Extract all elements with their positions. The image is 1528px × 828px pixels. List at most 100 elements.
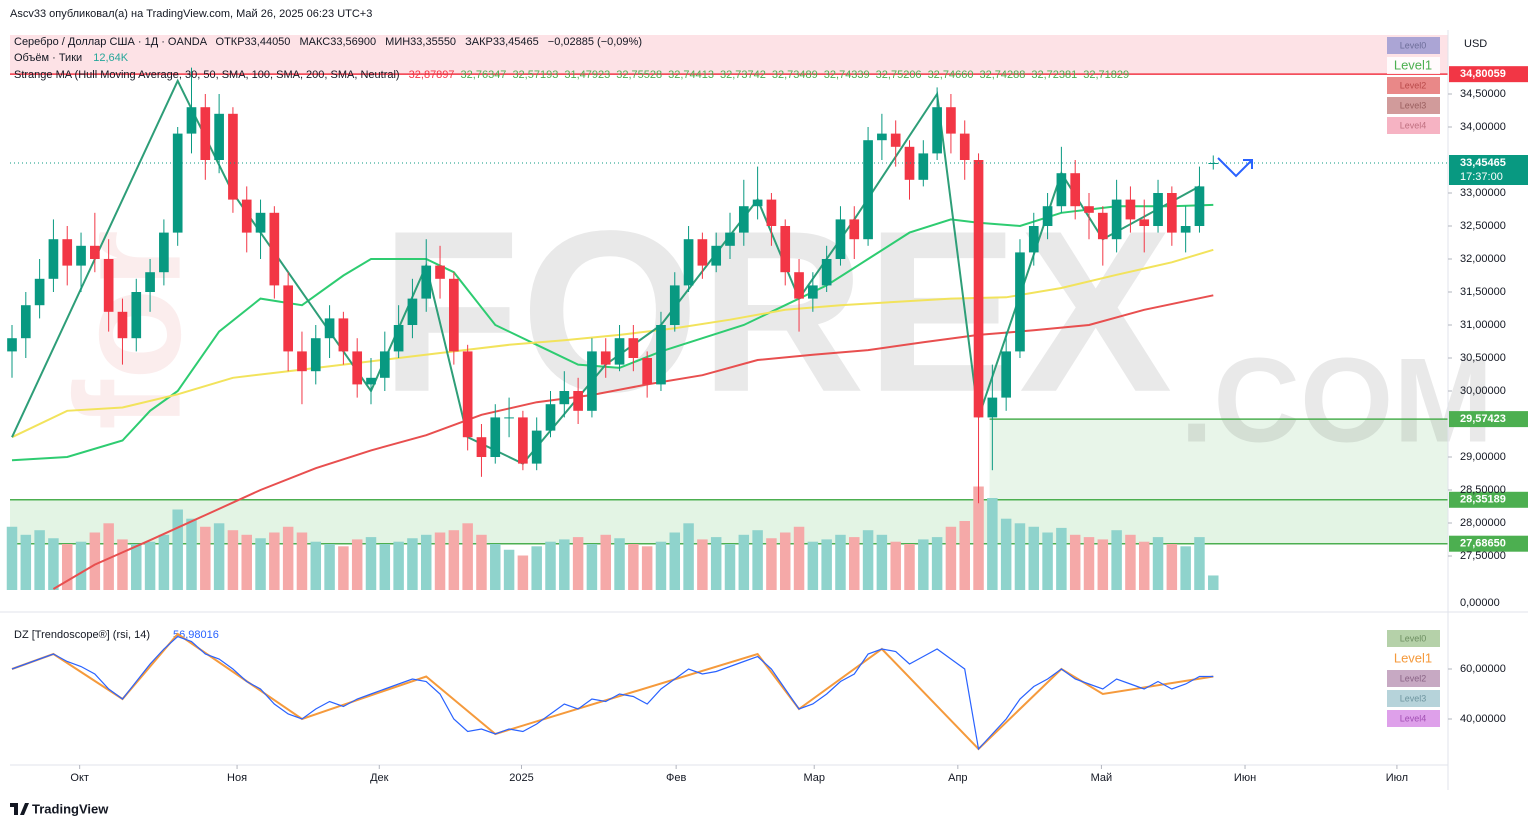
volume-bar xyxy=(1069,534,1081,590)
volume-bar xyxy=(987,498,998,590)
footer-logo: TradingView xyxy=(32,801,109,816)
candle-body xyxy=(421,265,432,299)
volume-bar xyxy=(20,534,32,590)
candle-body xyxy=(1056,173,1067,207)
level-box xyxy=(1387,630,1440,647)
volume-bar xyxy=(628,544,639,590)
x-tick-label: Апр xyxy=(948,772,967,784)
ma-value: 32,75528 xyxy=(616,69,662,81)
candle-body xyxy=(725,232,735,246)
last-price-box xyxy=(1449,154,1528,185)
high: МАКС33,56900 xyxy=(299,36,376,48)
candle-body xyxy=(407,298,418,326)
candle-body xyxy=(379,351,390,378)
candle-body xyxy=(1111,199,1122,240)
volume-bar xyxy=(862,530,874,590)
candle-body xyxy=(946,107,956,134)
level-label-box xyxy=(1449,535,1528,552)
volume-bar xyxy=(945,526,957,590)
candle-body xyxy=(1167,193,1177,233)
price-pane xyxy=(6,67,1448,590)
rsi-pane: DZ [Trendoscope®] (rsi, 14) 56,9801660,00… xyxy=(11,629,1506,751)
candle-body xyxy=(932,107,942,154)
volume-bar xyxy=(1111,530,1122,590)
legend-volume-line: Объём · Тики 12,64K xyxy=(14,52,129,64)
volume-bar xyxy=(89,532,101,590)
level-box xyxy=(1387,117,1440,134)
candle-body xyxy=(310,338,321,372)
candle-body xyxy=(918,153,929,180)
volume-bar xyxy=(462,523,473,590)
ma-value: 31,47923 xyxy=(564,69,610,81)
candle-body xyxy=(808,285,818,299)
candle-body xyxy=(587,351,597,411)
volume-bar xyxy=(393,541,404,590)
candle-body xyxy=(987,397,998,418)
level-label: 34,80059 xyxy=(1460,68,1506,80)
x-tick-label: Ноя xyxy=(227,772,247,784)
volume-bar xyxy=(407,538,418,590)
candle-body xyxy=(255,212,266,233)
volume-bar xyxy=(1180,546,1191,590)
currency: USD xyxy=(1464,38,1487,50)
volume-bar xyxy=(918,539,929,590)
candle-body xyxy=(600,351,611,365)
candle-body xyxy=(697,239,708,266)
candle-body xyxy=(145,272,155,293)
candle-body xyxy=(752,199,763,207)
candle-body xyxy=(90,245,100,260)
candle-body xyxy=(821,259,832,286)
volume-bar xyxy=(1000,518,1012,590)
candle-body xyxy=(366,377,376,385)
volume-value: 12,64K xyxy=(93,52,129,64)
volume-bar xyxy=(227,530,239,590)
candle-body xyxy=(904,146,915,180)
close: ЗАКР33,45465 xyxy=(465,36,539,48)
level-zone xyxy=(989,419,1448,500)
candle-body xyxy=(338,318,349,352)
ma-value: 32,57193 xyxy=(512,69,558,81)
projection-arrow-head xyxy=(1243,159,1253,169)
y-tick-label: 30,00000 xyxy=(1460,385,1506,397)
candle-body xyxy=(1194,186,1205,227)
ma-value: 32,74339 xyxy=(824,69,870,81)
y-tick-label: 28,50000 xyxy=(1460,484,1506,496)
volume-bar xyxy=(241,534,252,590)
candle-body xyxy=(214,113,224,161)
candle-body xyxy=(269,212,280,286)
candle-body xyxy=(780,226,791,273)
candle-body xyxy=(297,351,307,372)
candle-body xyxy=(669,285,680,326)
y-tick-label: 31,50000 xyxy=(1460,286,1506,298)
volume-bar xyxy=(213,523,225,590)
y-tick-label: 31,00000 xyxy=(1460,319,1506,331)
volume-bar xyxy=(614,538,625,590)
volume-bar xyxy=(434,532,446,590)
candle-body xyxy=(48,239,59,279)
candle-body xyxy=(656,325,666,385)
y-tick-label: 29,00000 xyxy=(1460,451,1506,463)
volume-bar xyxy=(572,537,584,590)
volume-bar xyxy=(1194,537,1205,590)
candle-body xyxy=(1015,252,1025,352)
volume-bar xyxy=(476,534,487,590)
level-box-label: Level3 xyxy=(1400,693,1427,703)
volume-tick-label: 0,00000 xyxy=(1460,597,1500,609)
volume-bar xyxy=(255,538,266,590)
candle-body xyxy=(614,338,625,365)
level-box-label: Level1 xyxy=(1394,650,1432,665)
level-box-label: Level0 xyxy=(1400,633,1427,643)
y-tick-label: 60,00000 xyxy=(1460,663,1506,675)
watermark-suffix: .COM xyxy=(1180,334,1493,468)
volume-bar xyxy=(1166,544,1178,590)
volume-bar xyxy=(48,538,59,590)
ma-value: 32,74660 xyxy=(928,69,974,81)
volume-bar xyxy=(503,549,515,590)
candle-body xyxy=(1139,219,1150,227)
candle-body xyxy=(241,199,252,233)
volume-bar xyxy=(779,532,791,590)
volume-bar xyxy=(973,486,984,590)
candle-body xyxy=(545,404,556,431)
low: МИН33,35550 xyxy=(385,36,456,48)
ma-value: 32,75206 xyxy=(876,69,922,81)
